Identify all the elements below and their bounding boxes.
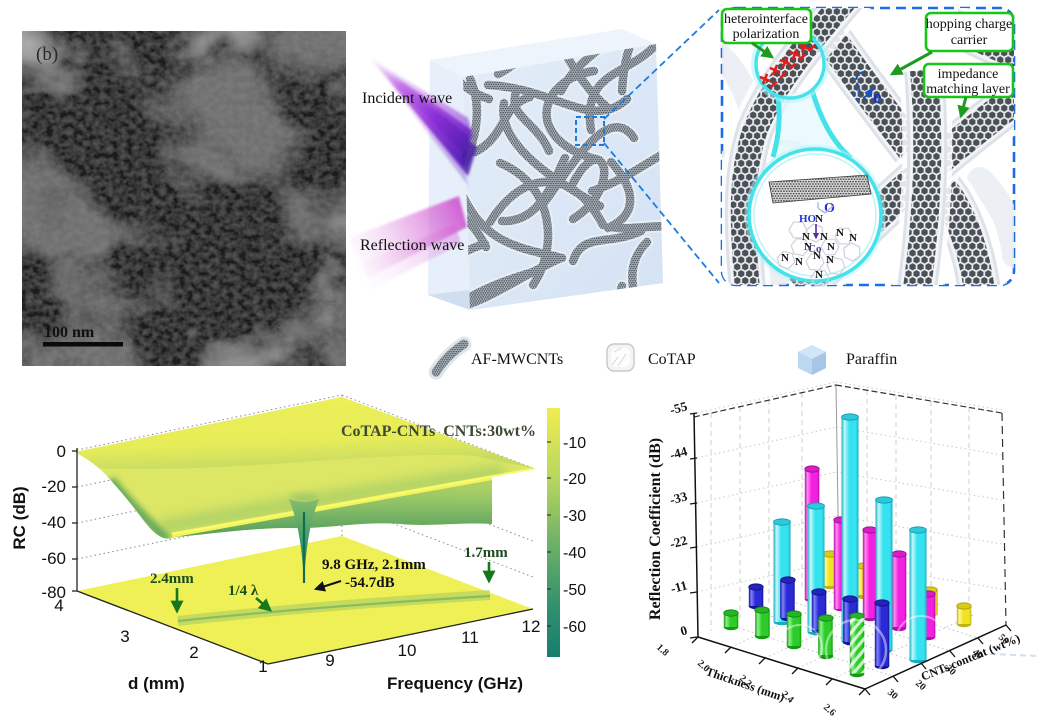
svg-text:N: N (795, 256, 803, 268)
svg-text:N: N (802, 231, 810, 243)
svg-text:carrier: carrier (951, 33, 988, 48)
svg-text:2: 2 (189, 643, 198, 662)
svg-text:matching layer: matching layer (926, 82, 1010, 97)
svg-text:0: 0 (57, 442, 66, 461)
svg-text:100 nm: 100 nm (44, 324, 95, 341)
svg-text:polarization: polarization (733, 27, 800, 42)
svg-text:1: 1 (258, 657, 267, 676)
svg-text:0: 0 (679, 622, 689, 638)
svg-text:3: 3 (120, 627, 129, 646)
svg-text:1.7mm: 1.7mm (464, 545, 508, 561)
svg-text:HO: HO (799, 213, 817, 225)
svg-text:-22: -22 (668, 532, 689, 551)
svg-text:1/4 λ: 1/4 λ (228, 583, 259, 599)
svg-text:RC (dB): RC (dB) (10, 486, 29, 549)
svg-text:N: N (826, 254, 834, 266)
svg-text:9: 9 (325, 651, 334, 670)
svg-text:AF-MWCNTs: AF-MWCNTs (471, 351, 563, 368)
svg-text:N: N (781, 252, 789, 264)
svg-text:10: 10 (398, 641, 417, 660)
svg-text:Reflection Coefficient (dB): Reflection Coefficient (dB) (647, 438, 664, 620)
svg-text:N: N (804, 241, 812, 253)
svg-text:-10: -10 (563, 435, 586, 452)
svg-text:N: N (849, 232, 857, 244)
svg-text:-44: -44 (668, 443, 689, 462)
svg-text:-40: -40 (41, 513, 66, 532)
svg-text:-11: -11 (669, 577, 689, 596)
svg-text:N: N (813, 250, 821, 262)
svg-text:Co: Co (808, 243, 822, 255)
svg-text:11: 11 (461, 628, 479, 647)
svg-text:-54.7dB: -54.7dB (345, 575, 395, 591)
svg-text:-55: -55 (668, 398, 689, 417)
svg-text:N: N (827, 241, 835, 253)
svg-text:-60: -60 (563, 619, 586, 636)
svg-text:hopping charge: hopping charge (926, 17, 1012, 32)
svg-text:heterointerface: heterointerface (724, 12, 808, 27)
svg-text:9.8 GHz, 2.1mm: 9.8 GHz, 2.1mm (322, 557, 426, 573)
svg-text:-60: -60 (41, 549, 66, 568)
svg-text:N: N (815, 213, 823, 225)
svg-text:4: 4 (54, 596, 63, 615)
svg-text:CoTAP: CoTAP (648, 351, 696, 368)
svg-text:12: 12 (522, 617, 541, 636)
svg-text:-20: -20 (563, 471, 586, 488)
svg-text:-33: -33 (668, 488, 689, 507)
svg-text:-80: -80 (41, 583, 66, 602)
svg-text:N: N (820, 231, 828, 243)
svg-text:N: N (815, 269, 823, 281)
svg-text:2.4mm: 2.4mm (150, 571, 194, 587)
svg-text:e: e (873, 87, 881, 108)
svg-text:(b): (b) (36, 44, 58, 65)
svg-text:-30: -30 (563, 508, 586, 525)
svg-text:-40: -40 (563, 545, 586, 562)
svg-text:Paraffin: Paraffin (846, 351, 897, 368)
svg-text:N: N (836, 227, 844, 239)
svg-text:-50: -50 (563, 582, 586, 599)
svg-text:-20: -20 (41, 477, 66, 496)
svg-text:impedance: impedance (938, 67, 999, 82)
svg-text:Reflection wave: Reflection wave (360, 237, 464, 254)
svg-text:Incident wave: Incident wave (362, 90, 452, 107)
svg-text:CoTAP-CNTs CNTs:30wt%: CoTAP-CNTs CNTs:30wt% (341, 423, 536, 440)
svg-text:d (mm): d (mm) (128, 674, 185, 693)
svg-text:Frequency (GHz): Frequency (GHz) (387, 674, 523, 693)
